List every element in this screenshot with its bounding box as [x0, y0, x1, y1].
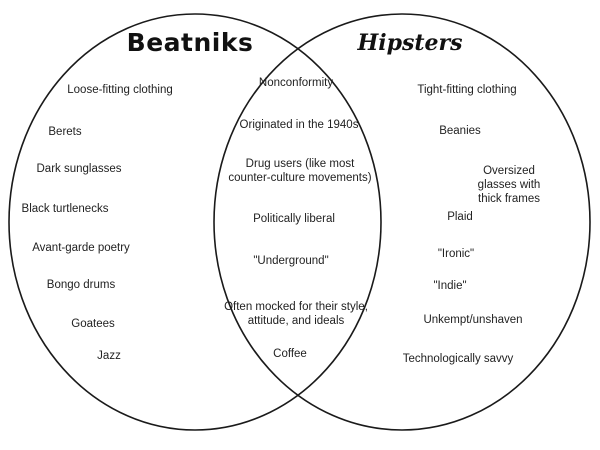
- beatniks-item: Loose-fitting clothing: [67, 84, 173, 96]
- shared-item: Often mocked for their style, attitude, …: [224, 301, 368, 327]
- hipsters-item: "Ironic": [437, 248, 475, 260]
- beatniks-item: Bongo drums: [46, 279, 116, 291]
- beatniks-item: Avant-garde poetry: [32, 242, 130, 254]
- beatniks-item: Dark sunglasses: [36, 163, 122, 175]
- hipsters-title: Hipsters: [357, 30, 463, 56]
- beatniks-title: Beatniks: [126, 28, 254, 57]
- hipsters-item: "Indie": [433, 280, 467, 292]
- beatniks-circle: [8, 13, 382, 431]
- hipsters-item: Technologically savvy: [402, 353, 514, 365]
- shared-item: Originated in the 1940s: [239, 119, 359, 131]
- shared-item: Drug users (like most counter-culture mo…: [228, 158, 372, 184]
- hipsters-circle: [213, 13, 591, 431]
- shared-item: "Underground": [253, 255, 329, 267]
- beatniks-item: Black turtlenecks: [21, 203, 109, 215]
- beatniks-item: Jazz: [97, 350, 121, 362]
- hipsters-item: Plaid: [447, 211, 473, 223]
- hipsters-item: Beanies: [439, 125, 481, 137]
- beatniks-item: Berets: [48, 126, 82, 138]
- shared-item: Nonconformity: [258, 77, 334, 89]
- hipsters-item: Tight-fitting clothing: [417, 84, 517, 96]
- shared-item: Politically liberal: [253, 213, 335, 225]
- shared-item: Coffee: [273, 348, 307, 360]
- hipsters-item: Oversized glasses with thick frames: [477, 165, 541, 205]
- beatniks-item: Goatees: [71, 318, 115, 330]
- hipsters-item: Unkempt/unshaven: [423, 314, 523, 326]
